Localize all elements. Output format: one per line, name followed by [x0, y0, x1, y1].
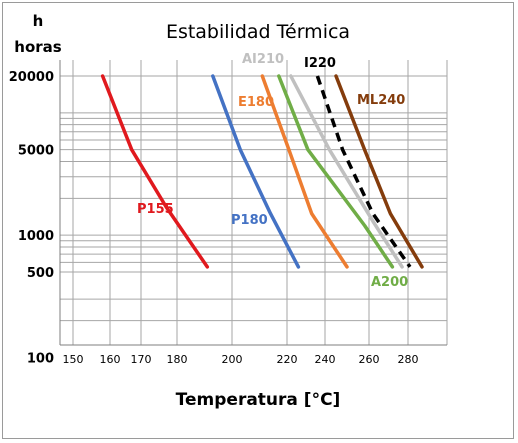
y-tick-label: 5000 [18, 144, 54, 159]
y-axis-label: h [33, 12, 44, 30]
series-label-ml240: ML240 [357, 93, 405, 108]
series-line-p155 [100, 74, 210, 269]
x-tick-label: 260 [359, 353, 380, 366]
x-tick-label: 150 [63, 353, 84, 366]
y-tick-label: 20000 [9, 70, 54, 85]
series-line-i220 [315, 75, 412, 268]
y-tick-label: 100 [27, 352, 54, 367]
x-axis-label: Temperatura [°C] [176, 390, 341, 410]
y-axis-unit-label: horas [14, 38, 62, 56]
series-line-ml240 [334, 74, 424, 269]
series-layer [100, 74, 424, 269]
series-label-p180: P180 [231, 213, 268, 228]
x-tick-label: 220 [277, 353, 298, 366]
x-tick-label: 170 [131, 353, 152, 366]
x-tick-label: 200 [222, 353, 243, 366]
chart-frame [2, 2, 514, 439]
series-label-a200: A200 [371, 275, 408, 290]
series-line-a200 [277, 74, 395, 269]
labels-layer: P155 P180 E180 AI210 A200 I220 ML240 [137, 52, 408, 290]
grid [60, 60, 448, 345]
series-label-p155: P155 [137, 202, 174, 217]
series-label-e180: E180 [238, 95, 274, 110]
y-tick-label: 1000 [18, 229, 54, 244]
x-tick-label: 160 [100, 353, 121, 366]
chart-title: Estabilidad Térmica [166, 21, 350, 43]
y-tick-label: 500 [27, 266, 54, 281]
x-tick-label: 240 [315, 353, 336, 366]
series-line-p180 [211, 74, 301, 269]
axes: 20000 5000 1000 500 100 150 160 170 180 200 220 240… [9, 60, 447, 367]
series-label-i220: I220 [304, 56, 336, 71]
x-tick-label: 180 [167, 353, 188, 366]
series-line-ai210 [289, 74, 404, 269]
x-tick-label: 280 [398, 353, 419, 366]
series-line-e180 [260, 74, 349, 269]
series-label-ai210: AI210 [242, 52, 284, 67]
